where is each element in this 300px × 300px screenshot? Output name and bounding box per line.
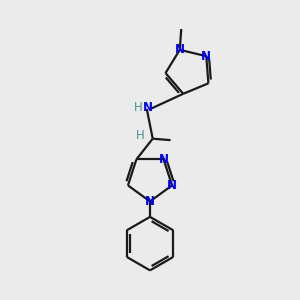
Text: N: N — [143, 101, 153, 114]
Text: N: N — [175, 43, 185, 56]
Text: N: N — [201, 50, 211, 63]
Text: N: N — [159, 153, 169, 166]
Text: H: H — [134, 101, 142, 114]
Text: N: N — [167, 179, 177, 192]
Text: N: N — [145, 195, 155, 208]
Text: H: H — [136, 129, 144, 142]
